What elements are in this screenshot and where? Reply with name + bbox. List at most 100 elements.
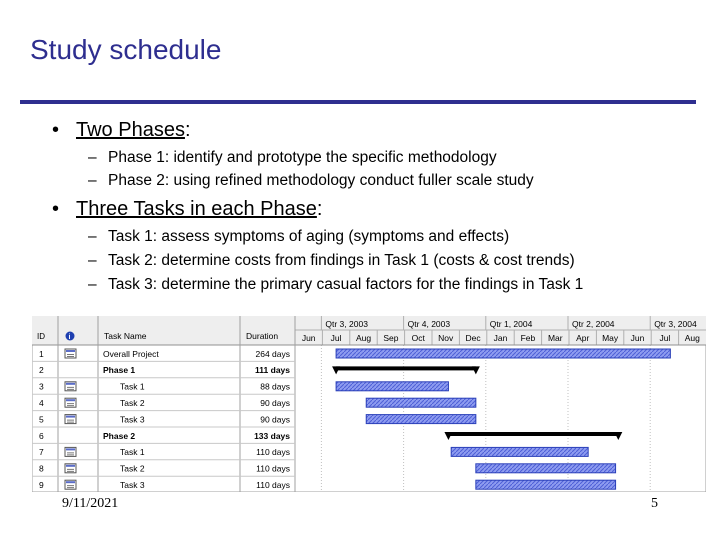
month-header: Apr — [576, 333, 589, 343]
month-header: Jun — [302, 333, 316, 343]
dash-marker: – — [88, 252, 97, 269]
summary-bar — [336, 366, 476, 371]
row-id: 9 — [39, 480, 44, 490]
row-id: 3 — [39, 382, 44, 392]
notes-icon-bar — [66, 481, 75, 484]
row-duration: 90 days — [260, 398, 290, 408]
row-task-name: Task 1 — [120, 447, 145, 457]
notes-icon — [64, 446, 77, 457]
row-task-name: Task 3 — [120, 480, 145, 490]
notes-icon — [64, 463, 77, 474]
dash-marker: – — [88, 228, 97, 245]
summary-bar-start-cap — [444, 432, 453, 440]
month-header: Nov — [438, 333, 454, 343]
quarter-header: Qtr 4, 2003 — [408, 319, 451, 329]
notes-icon-bar — [66, 382, 75, 385]
month-header: Jan — [494, 333, 508, 343]
row-id: 5 — [39, 414, 44, 424]
bullet-label: Two Phases — [76, 119, 185, 141]
sub-bullet-text: Phase 2: using refined methodology condu… — [108, 172, 534, 189]
page-number: 5 — [651, 496, 658, 511]
row-id: 8 — [39, 464, 44, 474]
footer-date: 9/11/2021 — [62, 496, 119, 511]
row-duration: 110 days — [256, 464, 290, 474]
gantt-chart-svg: ID i Task Name Duration Qtr 3, 2003 Qtr 4, 20… — [32, 316, 706, 492]
column-header-task-name: Task Name — [104, 331, 147, 341]
bullet-suffix: : — [184, 119, 191, 141]
sub-bullet-text: Task 1: assess symptoms of aging (sympto… — [108, 228, 510, 245]
title-rule — [20, 100, 696, 104]
notes-icon — [64, 479, 77, 490]
month-header: Oct — [412, 333, 426, 343]
bullet-label: Three Tasks in each Phase — [76, 198, 317, 220]
task-bar — [475, 479, 617, 490]
quarter-header: Qtr 3, 2003 — [325, 319, 368, 329]
column-header-id: ID — [37, 332, 45, 341]
row-task-name: Task 1 — [120, 382, 145, 392]
row-duration: 264 days — [256, 349, 291, 359]
row-duration: 110 days — [256, 447, 290, 457]
row-task-name: Phase 1 — [103, 365, 135, 375]
row-task-name: Task 2 — [120, 398, 145, 408]
quarter-header: Qtr 3, 2004 — [654, 319, 697, 329]
row-id: 1 — [39, 349, 44, 359]
gantt-chart: ID i Task Name Duration Qtr 3, 2003 Qtr 4, 20… — [32, 316, 706, 492]
row-id: 2 — [39, 365, 44, 375]
month-header: Jul — [659, 333, 670, 343]
bullet-suffix: : — [316, 198, 323, 220]
month-header: Dec — [466, 333, 482, 343]
notes-icon — [64, 348, 77, 359]
dash-marker: – — [88, 276, 97, 293]
notes-icon-bar — [66, 448, 75, 451]
dash-marker: – — [88, 172, 97, 189]
summary-bar — [448, 432, 619, 436]
task-bar — [365, 414, 477, 425]
row-duration: 133 days — [254, 431, 290, 441]
bullet-two-phases: • Two Phases: — [52, 119, 191, 142]
notes-icon-bar — [66, 464, 75, 467]
month-header: Jul — [331, 333, 342, 343]
row-duration: 88 days — [260, 382, 290, 392]
month-header: Jun — [631, 333, 645, 343]
month-header: Aug — [356, 333, 371, 343]
info-icon-glyph: i — [69, 334, 71, 341]
summary-bar-end-cap — [614, 432, 623, 440]
task-bar — [365, 397, 477, 408]
sub-bullet-task-3: – Task 3: determine the primary casual fa… — [88, 276, 583, 294]
notes-icon — [64, 397, 77, 408]
row-task-name: Task 3 — [120, 414, 145, 424]
dash-marker: – — [88, 149, 97, 166]
notes-icon — [64, 414, 77, 425]
sub-bullet-text: Task 2: determine costs from findings in… — [108, 252, 575, 269]
row-duration: 90 days — [260, 414, 290, 424]
row-task-name: Phase 2 — [103, 431, 135, 441]
task-bar — [450, 446, 589, 457]
notes-icon-bar — [66, 415, 75, 418]
notes-icon-bar — [66, 399, 75, 402]
bullet-marker: • — [52, 119, 60, 141]
sub-bullet-text: Task 3: determine the primary casual fac… — [108, 276, 584, 293]
row-task-name: Overall Project — [103, 349, 159, 359]
sub-bullet-task-2: – Task 2: determine costs from findings i… — [88, 252, 575, 270]
summary-bar-end-cap — [471, 366, 480, 375]
row-duration: 111 days — [255, 365, 290, 375]
row-duration: 110 days — [256, 480, 290, 490]
notes-icon-bar — [66, 350, 75, 352]
notes-icon — [64, 381, 77, 392]
task-bar — [475, 463, 617, 474]
sub-bullet-text: Phase 1: identify and prototype the spec… — [108, 149, 497, 166]
task-bar — [335, 381, 449, 392]
month-header: Feb — [521, 333, 536, 343]
sub-bullet-phase-1: – Phase 1: identify and prototype the spe… — [88, 149, 497, 167]
month-header: Aug — [685, 333, 700, 343]
month-header: May — [602, 333, 619, 343]
row-id: 4 — [39, 398, 44, 408]
sub-bullet-task-1: – Task 1: assess symptoms of aging (sympt… — [88, 228, 509, 246]
bullet-three-tasks: • Three Tasks in each Phase: — [52, 198, 322, 221]
task-bar — [335, 348, 671, 359]
sub-bullet-phase-2: – Phase 2: using refined methodology cond… — [88, 172, 534, 190]
bullet-marker: • — [52, 198, 60, 220]
row-id: 6 — [39, 431, 44, 441]
info-icon — [65, 331, 75, 341]
quarter-header: Qtr 2, 2004 — [572, 319, 615, 329]
